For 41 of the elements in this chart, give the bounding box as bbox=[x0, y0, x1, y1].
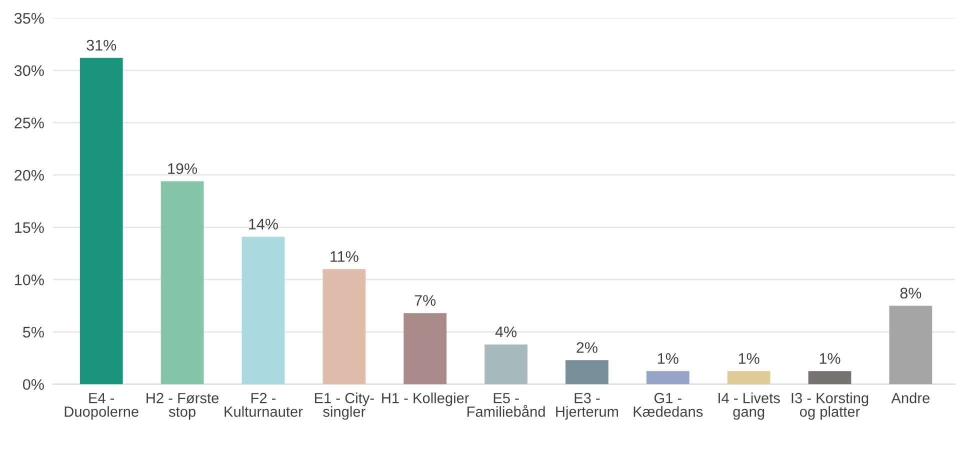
data-label: 1% bbox=[820, 353, 840, 364]
x-tick-label: E5 - Familiebånd bbox=[468, 393, 545, 417]
y-tick-label: 20% bbox=[14, 170, 44, 181]
data-label: 31% bbox=[86, 40, 116, 51]
y-tick-label: 5% bbox=[22, 326, 44, 338]
data-label: 7% bbox=[414, 295, 436, 306]
bar bbox=[566, 360, 608, 384]
x-tick-label: H1 - Kollegier bbox=[382, 392, 470, 406]
bar bbox=[404, 313, 447, 384]
y-tick-label: 30% bbox=[14, 65, 44, 76]
x-tick-label: E1 - City- singler bbox=[314, 392, 374, 420]
bar bbox=[484, 344, 528, 384]
data-label: 1% bbox=[658, 353, 678, 364]
bar bbox=[646, 371, 690, 384]
bar bbox=[322, 269, 366, 384]
y-tick-label: 35% bbox=[14, 12, 44, 24]
y-tick-label: 10% bbox=[15, 274, 44, 286]
data-label: 11% bbox=[330, 251, 358, 262]
bar bbox=[889, 306, 932, 384]
y-tick-label: 25% bbox=[14, 118, 44, 128]
bar bbox=[80, 58, 123, 384]
data-label: 1% bbox=[738, 353, 760, 364]
x-tick-label: E4 - Duopolerne bbox=[64, 393, 138, 420]
data-label: 19% bbox=[168, 163, 198, 174]
data-label: 4% bbox=[495, 326, 517, 338]
x-tick-label: Andre bbox=[891, 392, 930, 404]
data-label: 2% bbox=[576, 342, 598, 353]
x-tick-label: H2 - Første stop bbox=[146, 392, 219, 420]
x-tick-label: I4 - Livets gang bbox=[718, 392, 780, 420]
data-label: 8% bbox=[900, 288, 922, 299]
y-tick-label: 0% bbox=[22, 379, 44, 390]
x-tick-label: E3 - Hjerterum bbox=[556, 392, 618, 420]
x-tick-label: G1 - Kædedans bbox=[634, 392, 703, 417]
bar bbox=[727, 371, 770, 384]
x-tick-label: I3 - Korsting og platter bbox=[792, 392, 868, 420]
bar bbox=[160, 181, 204, 384]
bar bbox=[242, 236, 285, 384]
y-tick-label: 15% bbox=[15, 222, 44, 233]
data-label: 14% bbox=[249, 218, 278, 230]
x-tick-label: F2 - Kulturnauter bbox=[224, 392, 303, 417]
bar bbox=[808, 371, 852, 384]
